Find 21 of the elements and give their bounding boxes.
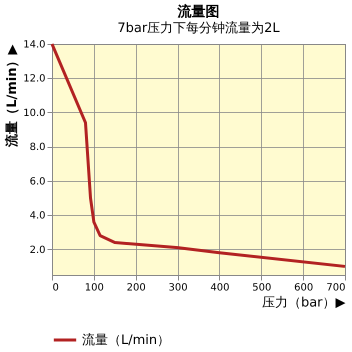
x-tick-label: 700 (326, 282, 346, 294)
y-tick-label: 10.0 (23, 108, 46, 119)
x-tick-label: 500 (252, 282, 272, 294)
line-series (50, 42, 346, 268)
y-tick-label: 8.0 (30, 142, 46, 154)
x-tick-label: 600 (294, 282, 314, 294)
chart-title: 流量图 (176, 3, 220, 20)
y-tick-label: 6.0 (30, 176, 46, 188)
y-tick-label: 4.0 (30, 210, 46, 222)
x-axis-title: 压力（bar）▶ (262, 296, 346, 310)
legend-label: 流量（L/min） (82, 332, 170, 348)
y-axis-title: 流量（L/min）▶ (4, 44, 20, 148)
x-tick-label: 400 (210, 282, 230, 294)
x-tick-label: 0 (52, 282, 59, 294)
chart-subtitle: 7bar压力下每分钟流量为2L (117, 20, 280, 36)
y-tick-label: 12.0 (23, 74, 46, 85)
x-tick-label: 300 (168, 282, 188, 294)
y-tick-label: 14.0 (23, 40, 46, 50)
y-tick-label: 2.0 (30, 244, 46, 256)
x-tick-label: 200 (126, 282, 146, 294)
x-tick-label: 100 (84, 282, 104, 294)
